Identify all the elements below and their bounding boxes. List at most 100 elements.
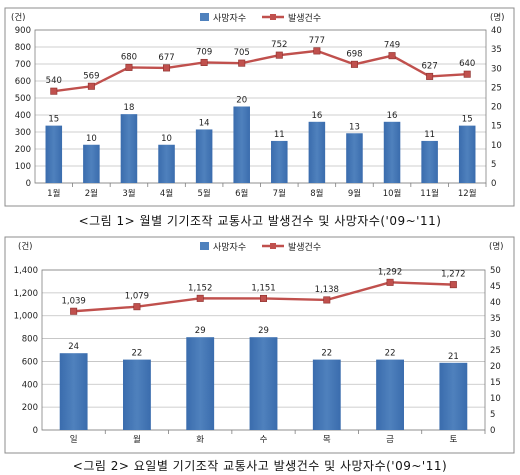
category-label: 금 <box>386 435 394 445</box>
line-value-label: 1,138 <box>315 285 339 295</box>
category-label: 12월 <box>458 188 477 199</box>
bar-2월 <box>83 144 100 183</box>
bar-3월 <box>120 114 138 183</box>
bar-화 <box>186 337 215 430</box>
right-tick-label: 20 <box>491 103 502 113</box>
line-marker <box>323 296 331 304</box>
left-axis-unit: (건) <box>18 241 32 252</box>
bar-value-label: 13 <box>349 122 360 132</box>
bar-value-label: 22 <box>132 349 143 359</box>
bar-11월 <box>421 140 438 183</box>
left-tick-label: 0 <box>33 426 38 436</box>
bar-value-label: 29 <box>258 326 269 336</box>
line-value-label: 1,151 <box>251 283 275 293</box>
line-value-label: 680 <box>121 52 137 62</box>
category-label: 월 <box>133 434 141 445</box>
left-tick-label: 700 <box>15 60 31 70</box>
bar-수 <box>249 337 278 430</box>
line-value-label: 677 <box>158 53 174 63</box>
right-tick-label: 40 <box>491 26 502 36</box>
bar-8월 <box>308 121 326 183</box>
bar-value-label: 22 <box>385 349 396 359</box>
line-marker <box>463 70 471 78</box>
line-marker <box>196 294 204 302</box>
right-tick-label: 15 <box>490 378 501 388</box>
category-label: 1월 <box>47 188 60 199</box>
bar-value-label: 11 <box>274 130 285 140</box>
left-tick-label: 500 <box>15 94 31 104</box>
line-marker <box>238 59 246 67</box>
chart-panel-monthly: 0 100 200 300 400 500 600 700 800 900 0 5 10 15 20 25 30… <box>0 0 520 230</box>
category-label: 수 <box>260 435 268 445</box>
left-tick-label: 200 <box>15 145 31 155</box>
bar-일 <box>59 353 88 430</box>
line-marker <box>200 58 208 66</box>
category-label: 토 <box>449 435 457 445</box>
right-tick-label: 50 <box>490 266 501 276</box>
right-tick-label: 30 <box>491 64 502 74</box>
line-marker <box>350 60 358 68</box>
bar-10월 <box>383 121 401 183</box>
right-tick-label: 5 <box>490 410 495 420</box>
left-tick-label: 1,400 <box>14 266 38 276</box>
left-tick-label: 1,200 <box>14 289 38 299</box>
right-tick-label: 45 <box>490 282 501 292</box>
category-label: 일 <box>70 435 78 445</box>
bar-value-label: 24 <box>68 342 79 352</box>
category-label: 10월 <box>383 188 402 199</box>
right-tick-label: 20 <box>490 362 501 372</box>
line-marker <box>426 72 434 80</box>
line-value-label: 640 <box>459 59 475 69</box>
right-tick-label: 25 <box>490 346 501 356</box>
line-value-label: 1,272 <box>441 270 465 280</box>
line-value-label: 698 <box>346 49 362 59</box>
left-tick-label: 600 <box>15 77 31 87</box>
category-label: 11월 <box>420 188 439 199</box>
legend-label: 사망자수 <box>213 242 246 253</box>
right-tick-label: 30 <box>490 330 501 340</box>
category-label: 화 <box>196 435 204 445</box>
line-marker <box>313 47 321 55</box>
bar-value-label: 18 <box>124 103 135 113</box>
line-value-label: 1,079 <box>125 292 149 302</box>
right-tick-label: 10 <box>490 394 501 404</box>
category-label: 목 <box>323 435 331 445</box>
line-marker <box>125 63 133 71</box>
bar-value-label: 10 <box>161 134 172 144</box>
bar-월 <box>123 359 151 430</box>
bar-value-label: 11 <box>424 130 435 140</box>
line-value-label: 777 <box>309 36 325 46</box>
bar-value-label: 15 <box>48 115 59 125</box>
right-tick-label: 35 <box>491 45 502 55</box>
left-tick-label: 1,000 <box>14 312 38 322</box>
left-tick-label: 0 <box>26 179 31 189</box>
line-marker <box>386 278 394 286</box>
left-tick-label: 300 <box>15 128 31 138</box>
legend-label: 발생건수 <box>288 242 321 253</box>
legend-swatch-bar <box>200 242 209 250</box>
category-label: 6월 <box>235 188 248 199</box>
category-label: 9월 <box>348 188 361 199</box>
bar-1월 <box>45 125 63 183</box>
bar-4월 <box>158 144 175 183</box>
line-marker <box>388 52 396 60</box>
right-tick-label: 15 <box>491 122 502 132</box>
line-marker <box>275 51 283 59</box>
line-marker <box>70 307 78 315</box>
chart-caption: <그림 1> 월별 기기조작 교통사고 발생건수 및 사망자수('09~'11) <box>78 214 442 228</box>
left-axis-unit: (건) <box>11 12 25 23</box>
line-marker <box>449 281 457 289</box>
right-tick-label: 0 <box>491 179 496 189</box>
weekday-chart: 0 200 400 600 800 1,000 1,200 1,400 0 5 10 15 20 25 30… <box>4 236 515 454</box>
right-axis-unit: (명) <box>489 241 503 252</box>
line-value-label: 540 <box>46 76 62 86</box>
legend-marker <box>270 243 276 249</box>
category-label: 8월 <box>310 188 323 199</box>
category-label: 7월 <box>273 188 286 199</box>
line-marker <box>133 303 141 311</box>
left-tick-label: 100 <box>15 162 31 172</box>
line-value-label: 569 <box>83 71 99 81</box>
right-tick-label: 25 <box>491 83 502 93</box>
chart-caption: <그림 2> 요일별 기기조작 교통사고 발생건수 및 사망자수('09~'11… <box>72 459 448 473</box>
bar-value-label: 20 <box>236 96 247 106</box>
